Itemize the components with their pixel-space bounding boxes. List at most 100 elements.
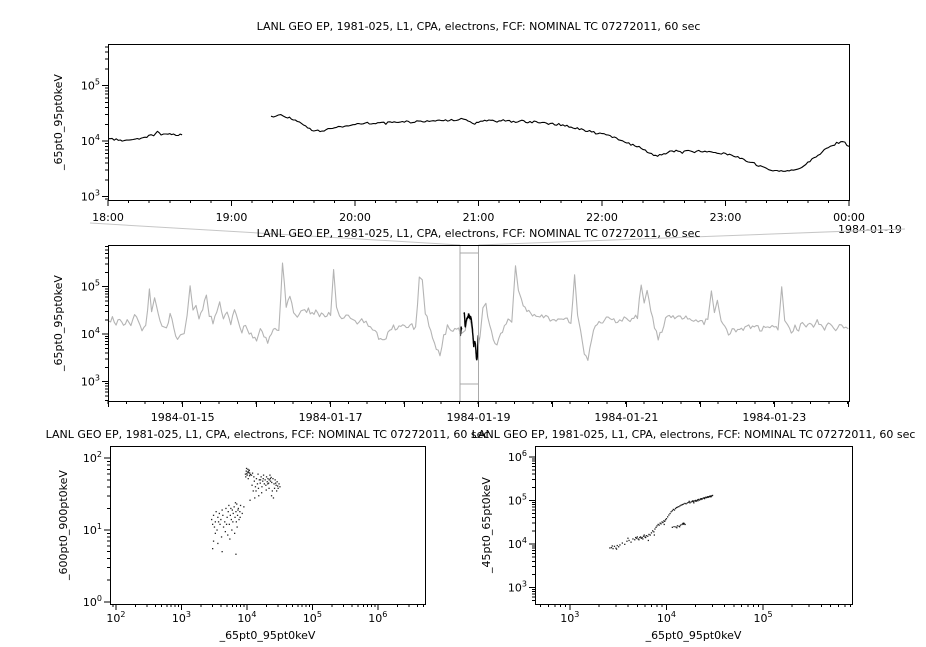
scatter-point — [258, 495, 260, 497]
scatter-point — [246, 471, 249, 473]
context-x-tick-label: 1984-01-17 — [299, 411, 363, 424]
scatter-point — [229, 538, 231, 540]
scatter-point — [639, 536, 641, 539]
scatter-point — [628, 539, 630, 542]
scatter-point — [671, 526, 673, 528]
scatter-point — [688, 500, 690, 502]
scatter-point — [224, 531, 226, 533]
scatter_45_65-x-axis-label: _65pt0_95pt0keV — [645, 629, 742, 642]
context-x-tick-label: 1984-01-21 — [594, 411, 658, 424]
scatter-point — [247, 470, 250, 472]
scatter-point — [700, 498, 702, 500]
context-y-tick-label: 103 — [81, 374, 100, 389]
scatter-point — [239, 511, 241, 513]
scatter-point — [275, 482, 277, 484]
scatter-point — [692, 501, 694, 503]
scatter-point — [234, 516, 236, 518]
overview-tick-labels: 18:00 19:00 20:00 21:00 22:00 23:00 00:001984-… — [81, 78, 902, 236]
scatter-point — [686, 502, 689, 504]
scatter-point — [275, 484, 277, 486]
scatter-point — [212, 540, 215, 542]
context-zoom-box[interactable] — [459, 245, 479, 401]
scatter-point — [647, 539, 649, 542]
scatter-point — [705, 497, 708, 499]
scatter-point — [229, 514, 231, 516]
scatter-point — [679, 505, 681, 507]
scatter-point — [237, 507, 239, 510]
scatter_600_900-plot-area[interactable] — [110, 446, 426, 605]
scatter-point — [250, 474, 253, 476]
scatter-point — [692, 500, 694, 502]
scatter-point — [689, 502, 691, 504]
scatter-point — [277, 487, 279, 489]
scatter_600_900-y-tick-label: 100 — [83, 594, 102, 609]
scatter-point — [698, 499, 701, 501]
scatter-point — [668, 514, 670, 516]
scatter-point — [673, 526, 675, 528]
scatter-point — [231, 509, 233, 511]
scatter-point — [610, 547, 613, 549]
scatter-point — [662, 521, 664, 524]
scatter-point — [630, 541, 632, 543]
scatter_45_65-y-tick-label: 105 — [508, 492, 527, 507]
scatter-point — [245, 476, 247, 478]
scatter-point — [703, 497, 705, 499]
scatter-point — [624, 543, 626, 545]
scatter-point — [709, 495, 711, 497]
scatter_45_65-tick-labels: 103 104 105 103 104 105 106 — [508, 449, 773, 625]
scatter-point — [648, 533, 650, 536]
scatter-point — [236, 526, 238, 528]
scatter-point — [619, 544, 621, 546]
scatter-point — [254, 497, 256, 499]
scatter_45_65-points — [609, 494, 714, 550]
scatter_45_65-y-axis-label: _45pt0_65pt0keV — [480, 477, 493, 574]
scatter-point — [674, 507, 677, 510]
scatter-point — [632, 538, 634, 540]
scatter-point — [621, 542, 623, 544]
scatter-point — [247, 468, 249, 470]
context-series — [108, 262, 849, 361]
scatter-point — [257, 487, 260, 489]
scatter-point — [261, 492, 263, 494]
scatter-point — [688, 501, 690, 503]
scatter-point — [641, 536, 643, 539]
scatter-point — [246, 473, 248, 475]
scatter_45_65-plot-area[interactable] — [535, 446, 853, 605]
scatter-point — [272, 497, 275, 499]
scatter-point — [264, 479, 266, 481]
zoom-connector-right — [478, 228, 906, 246]
scatter-point — [682, 523, 685, 525]
scatter-point — [237, 509, 239, 511]
overview-y-axis-label: _65pt0_95pt0keV — [52, 74, 65, 171]
scatter-point — [691, 500, 693, 502]
scatter-point — [693, 500, 696, 502]
scatter-point — [265, 489, 267, 491]
scatter-point — [667, 516, 669, 518]
scatter-point — [700, 498, 702, 501]
scatter-point — [214, 532, 216, 534]
overview-y-tick-label: 103 — [81, 189, 100, 204]
scatter-point — [273, 483, 275, 485]
scatter-point — [259, 479, 262, 481]
scatter-point — [233, 506, 235, 508]
scatter-point — [258, 479, 260, 481]
overview-ticks — [102, 46, 850, 206]
overview-series-layer — [108, 114, 849, 172]
scatter-point — [267, 478, 269, 480]
scatter-point — [665, 518, 668, 520]
scatter-point — [267, 483, 269, 485]
scatter-point — [270, 476, 272, 479]
scatter_600_900-x-tick-label: 104 — [237, 610, 256, 625]
scatter-point — [613, 545, 616, 547]
scatter-point — [681, 504, 683, 506]
scatter-point — [636, 536, 638, 538]
context-x-tick-label: 1984-01-23 — [742, 411, 806, 424]
scatter_45_65-y-tick-label: 106 — [508, 449, 527, 464]
scatter_600_900-title: LANL GEO EP, 1981-025, L1, CPA, electron… — [46, 428, 490, 441]
panel-scatter_45_65: 103 104 105 103 104 105 106 LANL GEO EP, 1981-0… — [472, 428, 916, 642]
scatter-point — [215, 511, 217, 513]
scatter-point — [259, 482, 261, 484]
panel-overview: 18:00 19:00 20:00 21:00 22:00 23:00 00:001984-… — [52, 20, 902, 236]
scatter-point — [221, 551, 223, 553]
